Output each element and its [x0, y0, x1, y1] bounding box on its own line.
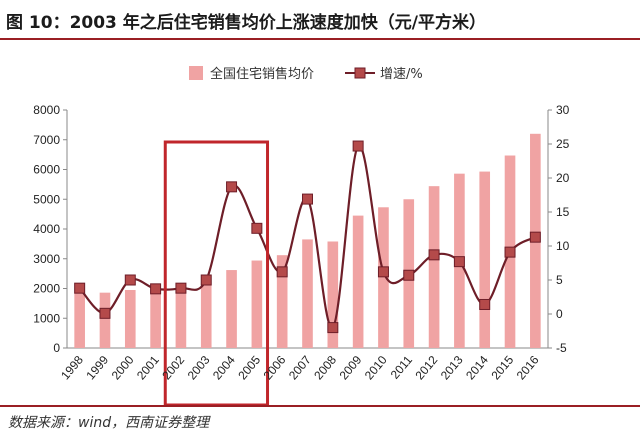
x-tick-label: 2004 — [210, 353, 238, 383]
bar-2010 — [378, 207, 389, 348]
bar-2002 — [175, 285, 187, 348]
growth-point-2008 — [327, 322, 339, 334]
bar-2007 — [302, 239, 313, 348]
growth-point-2011 — [403, 269, 415, 281]
x-tick-label: 2006 — [261, 353, 289, 383]
growth-point-2004 — [226, 181, 238, 193]
bar-1999 — [99, 292, 111, 348]
x-tick-label: 1999 — [83, 353, 111, 383]
axes: 0 1000 2000 3000 4000 5000 6000 7000 8000 -5 0 5 10 1… — [33, 103, 569, 355]
growth-point-1998 — [74, 282, 86, 294]
y-left-tick-label: 8000 — [33, 103, 60, 117]
x-tick-label: 2015 — [488, 353, 516, 383]
bar-2012 — [428, 186, 440, 348]
bar-2006 — [276, 255, 288, 348]
legend-label-growth: 增速/% — [380, 67, 423, 82]
y-right-tick-label: 20 — [556, 171, 570, 185]
x-tick-label: 2012 — [412, 353, 440, 383]
bar-2005 — [251, 260, 263, 348]
bar-2001 — [150, 287, 161, 348]
y-right-tick-label: 25 — [556, 137, 570, 151]
title-divider — [0, 38, 640, 40]
x-tick-label: 2003 — [185, 353, 213, 383]
growth-point-2000 — [124, 274, 136, 286]
y-left-tick-label: 0 — [53, 341, 60, 355]
legend-label-price: 全国住宅销售均价 — [210, 66, 314, 82]
bar-2008 — [327, 241, 339, 348]
bar-2009 — [352, 215, 364, 348]
x-axis-ticks: 1998199920002001200220032004200520062007… — [58, 353, 542, 383]
y-left-tick-label: 3000 — [33, 252, 60, 266]
y-left-tick-label: 7000 — [33, 133, 60, 147]
x-tick-label: 2009 — [337, 353, 365, 383]
growth-point-2016 — [529, 231, 541, 243]
y-left-tick-label: 1000 — [33, 311, 60, 325]
y-right-tick-label: -5 — [556, 341, 567, 355]
growth-point-2003 — [200, 274, 212, 286]
x-tick-label: 2007 — [286, 353, 314, 383]
growth-point-2014 — [479, 298, 491, 310]
y-left-tick-label: 5000 — [33, 192, 60, 206]
bar-2003 — [200, 282, 212, 348]
bar-2014 — [479, 171, 491, 348]
x-tick-label: 2014 — [463, 353, 491, 383]
growth-point-2010 — [377, 266, 389, 278]
y-right-tick-label: 30 — [556, 103, 570, 117]
y-right-tick-label: 15 — [556, 205, 570, 219]
growth-point-2015 — [504, 246, 516, 258]
growth-point-2007 — [302, 193, 313, 205]
x-tick-label: 2016 — [514, 353, 542, 383]
legend: 全国住宅销售均价 增速/% — [189, 66, 423, 82]
y-left-tick-label: 6000 — [33, 163, 60, 177]
growth-point-2002 — [175, 282, 187, 294]
bar-1998 — [74, 292, 85, 348]
growth-point-2005 — [251, 222, 263, 234]
y-right-tick-label: 0 — [556, 307, 563, 321]
y-left-tick-label: 4000 — [33, 222, 60, 236]
growth-point-2009 — [352, 140, 364, 152]
x-tick-label: 2001 — [134, 353, 162, 383]
bar-2004 — [226, 270, 237, 348]
x-tick-label: 2013 — [438, 353, 466, 383]
growth-point-2012 — [428, 249, 440, 261]
growth-line — [78, 144, 536, 329]
bar-2000 — [124, 289, 136, 348]
bar-series — [74, 133, 541, 348]
line-series — [74, 140, 541, 334]
x-tick-label: 2000 — [109, 353, 137, 383]
growth-point-2001 — [150, 283, 162, 295]
y-left-tick-label: 2000 — [33, 282, 60, 296]
x-tick-label: 2011 — [388, 353, 416, 382]
y-right-tick-label: 10 — [556, 239, 570, 253]
x-tick-label: 2008 — [311, 353, 339, 383]
legend-swatch-price — [189, 66, 203, 80]
x-tick-label: 2002 — [159, 353, 187, 383]
growth-point-1999 — [99, 307, 111, 319]
legend-marker-growth — [354, 67, 366, 79]
source-note: 数据来源：wind，西南证券整理 — [8, 415, 210, 431]
growth-point-2006 — [276, 266, 288, 278]
source-divider — [0, 405, 640, 407]
y-right-tick-label: 5 — [556, 273, 563, 287]
growth-point-2013 — [453, 256, 465, 268]
x-tick-label: 2005 — [235, 353, 263, 383]
x-tick-label: 1998 — [58, 353, 86, 383]
chart-title: 图 10：2003 年之后住宅销售均价上涨速度加快（元/平方米） — [6, 13, 487, 33]
x-tick-label: 2010 — [362, 353, 390, 383]
